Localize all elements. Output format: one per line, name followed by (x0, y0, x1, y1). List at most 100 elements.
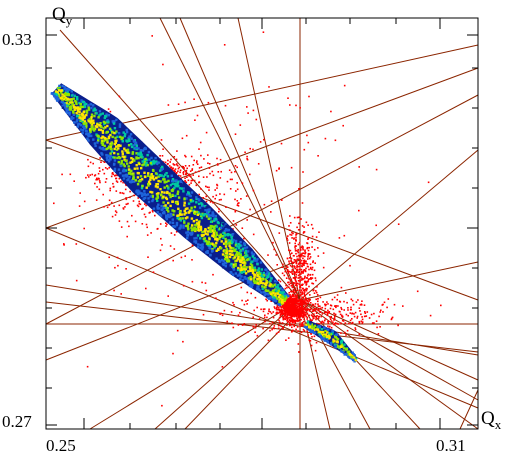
data-point (312, 289, 315, 291)
data-point (192, 174, 194, 176)
footprint-cell (121, 174, 125, 177)
data-point (302, 314, 304, 317)
footprint-cell (233, 256, 236, 259)
footprint-cell (330, 341, 333, 345)
data-point (296, 285, 298, 287)
footprint-cell (117, 120, 120, 123)
data-point (247, 331, 249, 333)
data-point (284, 267, 287, 270)
data-point (329, 318, 332, 320)
data-point (309, 278, 311, 280)
footprint-cell (224, 245, 228, 248)
data-point (209, 172, 211, 175)
footprint-cell (111, 116, 115, 119)
footprint-cell (248, 279, 252, 282)
data-point (243, 237, 245, 240)
footprint-cell (193, 226, 196, 230)
footprint-cell (197, 221, 201, 224)
data-point (205, 200, 208, 203)
data-point (115, 211, 118, 214)
data-point (282, 326, 284, 329)
data-point (295, 236, 297, 239)
footprint-cell (250, 285, 254, 288)
data-point (427, 181, 430, 184)
data-point (232, 220, 235, 222)
footprint-cell (117, 160, 120, 164)
footprint-cell (266, 270, 269, 274)
data-point (326, 313, 329, 315)
data-point (365, 315, 368, 317)
data-point (297, 269, 299, 271)
data-point (294, 279, 297, 282)
footprint-cell (165, 217, 169, 221)
data-point (287, 303, 289, 305)
data-point (340, 308, 343, 311)
footprint-cell (276, 292, 279, 295)
footprint-cell (66, 108, 70, 112)
footprint-cell (163, 178, 166, 181)
footprint-cell (119, 144, 122, 147)
data-point (141, 208, 143, 210)
footprint-cell (329, 343, 333, 346)
footprint-cell (354, 357, 358, 360)
data-point (300, 262, 302, 265)
data-point (175, 172, 177, 175)
footprint-cell (222, 242, 226, 245)
data-point (194, 171, 197, 173)
footprint-cell (113, 151, 116, 155)
data-point (302, 232, 305, 234)
resonance-line (299, 299, 331, 430)
footprint-cell (206, 211, 209, 214)
footprint-cell (126, 148, 130, 151)
footprint-cell (202, 213, 206, 217)
footprint-cell (251, 255, 254, 258)
footprint-cell (93, 127, 96, 131)
footprint-cell (185, 197, 188, 200)
footprint-cell (136, 167, 139, 170)
footprint-cell (209, 227, 212, 231)
data-point (300, 312, 302, 314)
footprint-cell (109, 152, 112, 155)
data-point (311, 277, 314, 279)
footprint-cell (76, 108, 79, 111)
footprint-cell (322, 335, 326, 338)
data-point (302, 171, 304, 173)
data-point (236, 166, 238, 169)
data-point (375, 320, 378, 322)
footprint-cell (83, 115, 86, 118)
data-point (303, 313, 305, 315)
data-point (290, 166, 293, 169)
footprint-cell (158, 207, 161, 210)
footprint-cell (78, 101, 81, 105)
data-point (202, 176, 205, 178)
footprint-cell (343, 353, 346, 356)
data-point (361, 322, 364, 324)
data-point (373, 312, 375, 315)
data-point (286, 315, 288, 318)
footprint-cell (256, 277, 259, 280)
footprint-cell (167, 201, 170, 205)
data-point (236, 182, 238, 184)
footprint-cell (195, 224, 198, 227)
footprint-cell (88, 117, 91, 121)
footprint-cell (281, 301, 284, 304)
data-point (122, 181, 124, 184)
footprint-cell (70, 99, 73, 102)
data-point (275, 254, 277, 256)
footprint-cell (132, 177, 135, 180)
footprint-cell (137, 152, 140, 155)
footprint-cell (162, 205, 166, 208)
data-point (306, 299, 309, 302)
footprint-cell (222, 222, 225, 226)
data-point (302, 328, 305, 331)
data-point (285, 339, 287, 341)
data-point (284, 310, 287, 313)
data-point (289, 222, 292, 224)
footprint-cell (61, 84, 64, 88)
data-point (106, 168, 109, 170)
data-point (254, 326, 257, 329)
data-point (299, 279, 301, 282)
data-point (145, 204, 147, 207)
data-point (223, 193, 226, 196)
footprint-cell (224, 256, 228, 260)
